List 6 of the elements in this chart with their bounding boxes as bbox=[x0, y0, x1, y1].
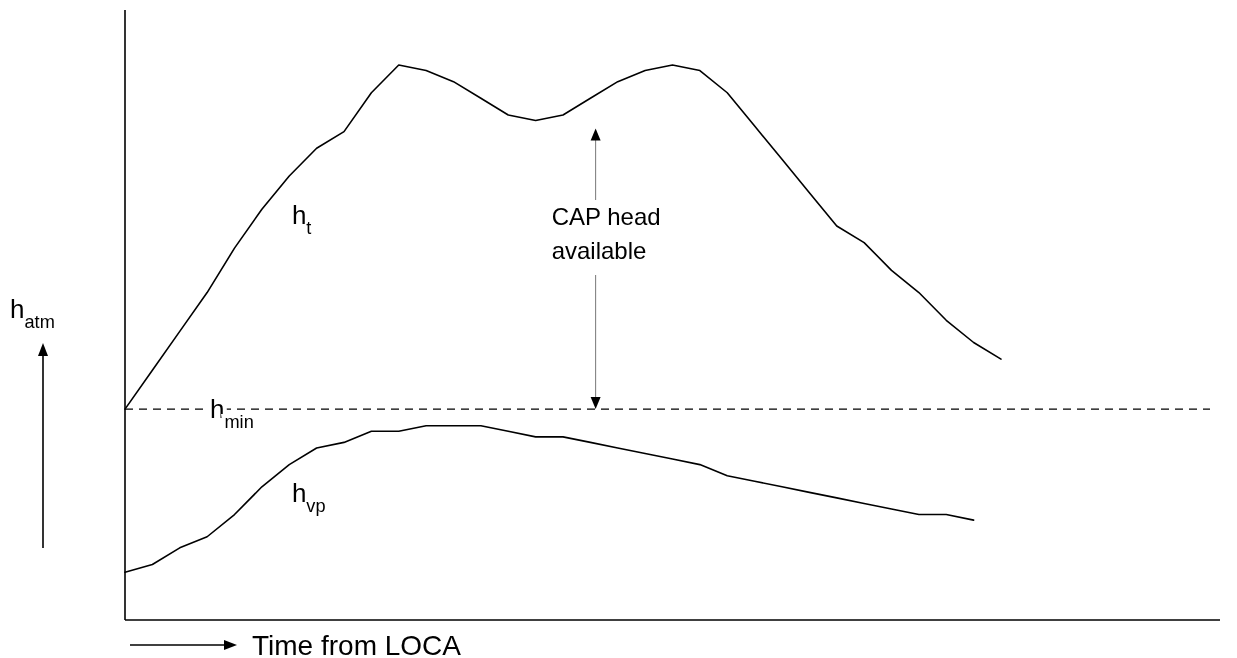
annotation: CAP head available bbox=[551, 203, 661, 264]
series-label: h$_{t}$ bbox=[291, 200, 312, 239]
x-axis-title: Time from LOCA bbox=[252, 630, 462, 658]
y-axis-title: h$_{atm}$ bbox=[10, 294, 55, 332]
ref-line-label: h$_{min}$ bbox=[210, 394, 254, 433]
series-label: h$_{vp}$ bbox=[291, 477, 326, 516]
